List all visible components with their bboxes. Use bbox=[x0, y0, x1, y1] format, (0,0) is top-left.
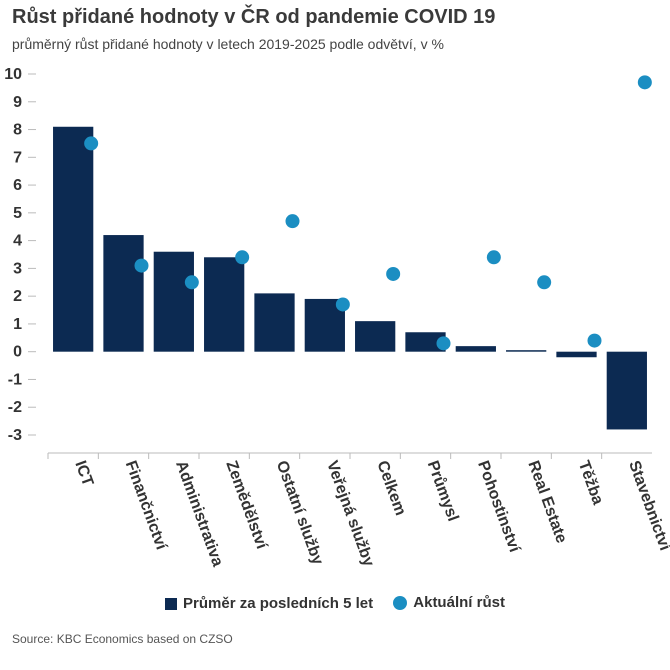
legend-dot-label: Aktuální růst bbox=[413, 594, 505, 611]
bar bbox=[405, 332, 446, 352]
y-tick-label: 10 bbox=[4, 66, 22, 83]
y-tick-label: 8 bbox=[13, 122, 22, 139]
y-tick-label: 1 bbox=[13, 316, 22, 333]
x-tick-label: Těžba bbox=[575, 459, 607, 508]
y-tick-label: 4 bbox=[13, 233, 22, 250]
y-tick-label: -3 bbox=[8, 427, 22, 444]
legend-bar-swatch bbox=[165, 597, 178, 610]
legend-bar-label: Průměr za posledních 5 let bbox=[183, 595, 374, 612]
bar bbox=[254, 293, 295, 352]
x-tick-label: Administrativa bbox=[172, 459, 226, 569]
scatter-point bbox=[134, 258, 149, 273]
x-tick-label: Veřejná služby bbox=[323, 459, 377, 569]
y-tick-label: -1 bbox=[8, 371, 22, 388]
y-tick-label: -2 bbox=[8, 399, 22, 416]
x-tick-label: Finančnictví bbox=[122, 459, 170, 553]
bar bbox=[606, 351, 647, 430]
x-tick-label: Pohostinství bbox=[474, 459, 523, 556]
scatter-point bbox=[235, 250, 250, 265]
scatter-point bbox=[486, 250, 501, 265]
scatter-point bbox=[84, 136, 99, 151]
bar bbox=[556, 351, 597, 358]
x-tick-label: Celkem bbox=[373, 459, 408, 518]
legend-item-bar: Průměr za posledních 5 let bbox=[165, 595, 373, 612]
chart-subtitle: průměrný růst přidané hodnoty v letech 2… bbox=[12, 36, 444, 52]
scatter-point bbox=[335, 297, 350, 312]
bar bbox=[153, 251, 194, 352]
chart-title: Růst přidané hodnoty v ČR od pandemie CO… bbox=[12, 6, 496, 28]
scatter-point bbox=[184, 275, 199, 290]
bar bbox=[355, 321, 396, 352]
x-tick-label: Stavebnictví bbox=[625, 459, 670, 554]
x-tick-label: Real Estate bbox=[524, 459, 570, 546]
bar bbox=[455, 346, 496, 352]
scatter-point bbox=[587, 333, 602, 348]
y-tick-label: 0 bbox=[13, 344, 22, 361]
x-tick-label: Zemědělství bbox=[222, 459, 270, 552]
legend-dot-swatch bbox=[393, 595, 408, 610]
y-tick-label: 3 bbox=[13, 260, 22, 277]
source-note: Source: KBC Economics based on CZSO bbox=[12, 632, 233, 646]
bar bbox=[204, 257, 245, 352]
x-tick-label: Průmysl bbox=[424, 459, 462, 524]
scatter-point bbox=[537, 275, 552, 290]
scatter-point bbox=[637, 75, 652, 90]
bar bbox=[53, 126, 94, 352]
y-tick-label: 7 bbox=[13, 149, 22, 166]
y-tick-label: 5 bbox=[13, 205, 22, 222]
y-tick-label: 9 bbox=[13, 94, 22, 111]
x-tick-label: ICT bbox=[71, 459, 96, 489]
y-tick-label: 6 bbox=[13, 177, 22, 194]
y-tick-label: 2 bbox=[13, 288, 22, 305]
x-tick-label: Ostatní služby bbox=[273, 459, 326, 568]
bar bbox=[506, 350, 547, 352]
chart-legend: Průměr za posledních 5 let Aktuální růst bbox=[0, 594, 670, 614]
legend-item-dot: Aktuální růst bbox=[393, 594, 505, 611]
scatter-point bbox=[436, 336, 451, 351]
scatter-point bbox=[386, 266, 401, 281]
scatter-point bbox=[285, 214, 300, 229]
bar bbox=[103, 235, 144, 352]
